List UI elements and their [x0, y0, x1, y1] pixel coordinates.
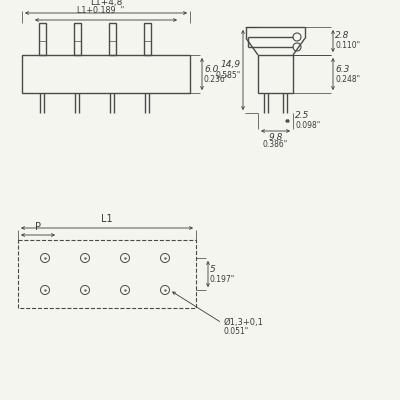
Text: 6.0: 6.0: [204, 66, 218, 74]
Text: 6.3: 6.3: [335, 64, 349, 74]
Text: 0.386": 0.386": [263, 140, 288, 149]
Bar: [144, 23, 150, 55]
Text: L1: L1: [101, 214, 113, 224]
Bar: [258, 55, 293, 93]
Text: 0.098": 0.098": [295, 120, 320, 130]
Text: P: P: [35, 222, 41, 232]
Bar: [38, 23, 46, 55]
Text: 0.248": 0.248": [335, 74, 360, 84]
Bar: [18, 240, 196, 308]
Bar: [74, 23, 80, 55]
Text: 0.051": 0.051": [224, 328, 249, 336]
Text: L1+0.189  ": L1+0.189 ": [77, 6, 125, 15]
Text: Ø1,3+0,1: Ø1,3+0,1: [224, 318, 264, 328]
Text: L1+4,8: L1+4,8: [90, 0, 122, 7]
Text: 0.110": 0.110": [335, 42, 360, 50]
Text: 0.236": 0.236": [204, 74, 229, 84]
Text: 9.8: 9.8: [268, 133, 283, 142]
Text: 2.8: 2.8: [335, 32, 349, 40]
Text: 5: 5: [210, 264, 216, 274]
Text: 2.5: 2.5: [295, 112, 309, 120]
Text: 14,9: 14,9: [221, 60, 241, 68]
Bar: [108, 23, 116, 55]
Text: 0.197": 0.197": [210, 274, 235, 284]
Bar: [22, 55, 190, 93]
Text: 0.585": 0.585": [216, 70, 241, 80]
